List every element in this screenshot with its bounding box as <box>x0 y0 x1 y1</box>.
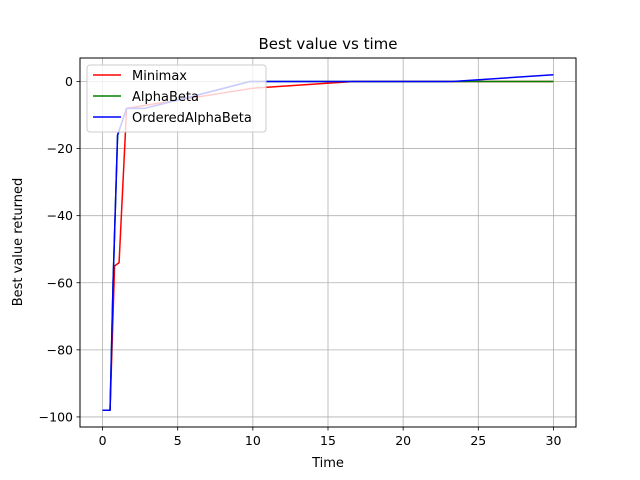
x-tick-label: 5 <box>174 433 182 448</box>
x-tick-label: 15 <box>320 433 336 448</box>
y-tick-label: −100 <box>39 409 73 424</box>
x-tick-label: 20 <box>395 433 411 448</box>
y-axis-title: Best value returned <box>11 178 26 307</box>
y-tick-label: −40 <box>47 208 73 223</box>
chart-title: Best value vs time <box>258 35 397 53</box>
x-tick-label: 0 <box>99 433 107 448</box>
y-tick-label: −20 <box>47 141 73 156</box>
y-tick-label: 0 <box>65 74 73 89</box>
legend-label-minimax: Minimax <box>132 69 187 84</box>
legend-label-orderedalphabeta: OrderedAlphaBeta <box>132 111 252 126</box>
y-tick-label: −80 <box>47 342 73 357</box>
legend: Minimax AlphaBeta OrderedAlphaBeta <box>86 64 267 133</box>
legend-label-alphabeta: AlphaBeta <box>132 90 199 105</box>
y-tick-label: −60 <box>47 275 73 290</box>
ticks: 0 5 10 15 20 25 30 −100 −80 −60 −40 −20 0 <box>39 74 562 448</box>
x-tick-label: 10 <box>245 433 261 448</box>
x-tick-label: 30 <box>546 433 562 448</box>
x-axis-title: Time <box>311 456 344 471</box>
x-tick-label: 25 <box>470 433 486 448</box>
legend-box <box>86 64 267 133</box>
